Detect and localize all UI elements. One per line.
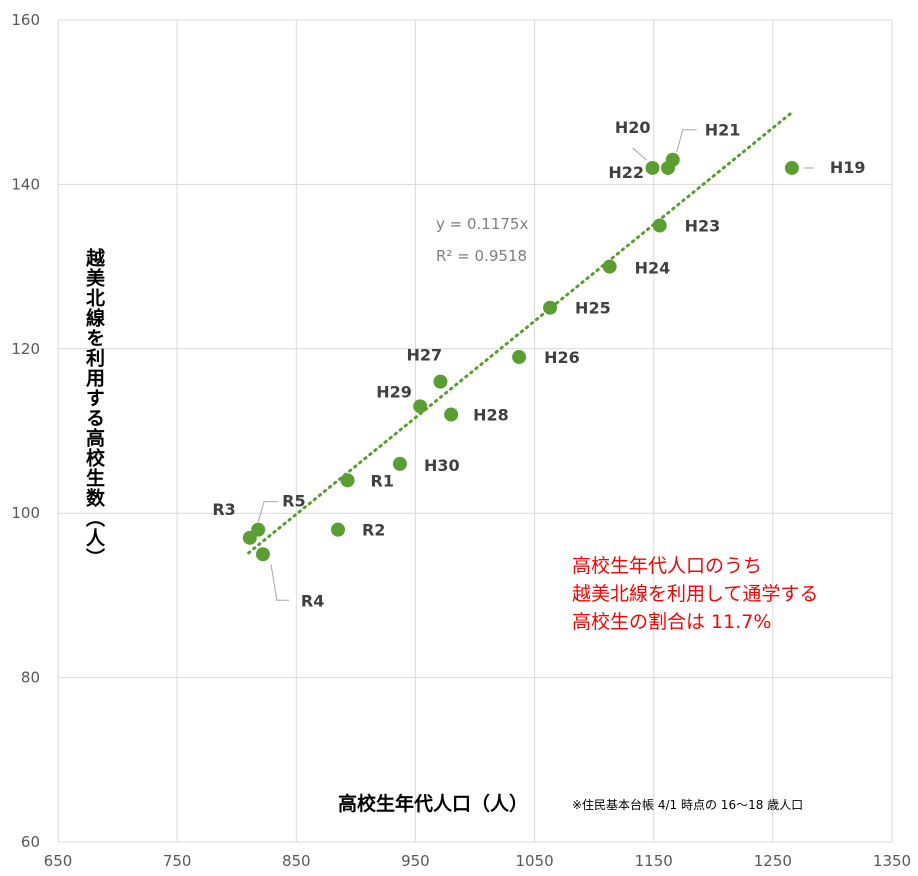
grid-lines <box>57 19 893 843</box>
data-point <box>602 259 617 274</box>
annotation-line-3: 高校生の割合は 11.7% <box>572 611 771 633</box>
x-tick-label: 750 <box>163 852 192 870</box>
point-label: H21 <box>705 121 741 140</box>
trend-equation: y = 0.1175x <box>436 215 528 233</box>
trendline <box>247 110 794 555</box>
point-label: R4 <box>301 591 324 610</box>
point-label: H25 <box>575 299 611 318</box>
point-label: R2 <box>362 521 385 540</box>
point-label: H30 <box>424 456 460 475</box>
x-tick-label: 1050 <box>515 852 553 870</box>
annotation-line-1: 高校生年代人口のうち <box>572 555 762 577</box>
point-label: H26 <box>544 348 580 367</box>
point-label: H29 <box>376 382 412 401</box>
y-tick-label: 120 <box>11 340 40 358</box>
point-label: R5 <box>282 492 305 511</box>
data-point <box>330 522 345 537</box>
point-label: H23 <box>685 217 721 236</box>
data-point <box>255 547 270 562</box>
x-tick-label: 1350 <box>873 852 911 870</box>
y-tick-label: 140 <box>11 175 40 193</box>
data-point <box>784 160 799 175</box>
leader-line <box>270 564 289 601</box>
x-tick-label: 850 <box>282 852 311 870</box>
y-axis-title: 越美北線を利用する高校生数（人） <box>83 248 105 568</box>
x-tick-label: 950 <box>401 852 430 870</box>
data-point <box>251 522 266 537</box>
data-point <box>645 160 660 175</box>
point-label: H28 <box>473 406 509 425</box>
point-label: R1 <box>371 471 394 490</box>
point-label: H22 <box>608 163 644 182</box>
x-tick-label: 1250 <box>754 852 792 870</box>
point-labels: H19 H20 H21 H22 H23 H24 H25 H26 H27 H28 H29 H30 R1 R2… <box>212 118 865 610</box>
data-points <box>242 152 799 562</box>
x-tick-label: 1150 <box>635 852 673 870</box>
leader-line <box>257 501 279 522</box>
source-note: ※住民基本台帳 4/1 時点の 16〜18 歳人口 <box>572 797 803 812</box>
data-point <box>661 160 676 175</box>
x-axis-title: 高校生年代人口（人） <box>338 792 528 815</box>
point-label: H27 <box>406 346 442 365</box>
data-point <box>340 473 355 488</box>
leader-line <box>632 147 647 161</box>
data-point <box>543 300 558 315</box>
x-tick-labels: 650 750 850 950 1050 1150 1250 1350 <box>44 852 911 870</box>
y-tick-label: 100 <box>11 504 40 522</box>
x-tick-label: 650 <box>44 852 73 870</box>
y-tick-label: 160 <box>11 11 40 29</box>
data-point <box>413 399 428 414</box>
data-point <box>512 350 527 365</box>
y-tick-labels: 60 80 100 120 140 160 <box>11 11 40 851</box>
point-label: R3 <box>212 500 235 519</box>
annotation-line-2: 越美北線を利用して通学する <box>572 583 818 605</box>
data-point <box>652 218 667 233</box>
data-point <box>444 407 459 422</box>
trendline-group <box>247 110 794 555</box>
y-tick-label: 80 <box>21 669 40 687</box>
point-label: H20 <box>615 118 651 137</box>
point-label: H24 <box>635 259 671 278</box>
y-tick-label: 60 <box>21 833 40 851</box>
trend-r2: R² = 0.9518 <box>436 247 527 265</box>
leader-line <box>676 129 697 152</box>
ratio-annotation: 高校生年代人口のうち 越美北線を利用して通学する 高校生の割合は 11.7% <box>572 555 818 633</box>
point-label: H19 <box>830 158 866 177</box>
data-point <box>433 374 448 389</box>
data-point <box>392 456 407 471</box>
